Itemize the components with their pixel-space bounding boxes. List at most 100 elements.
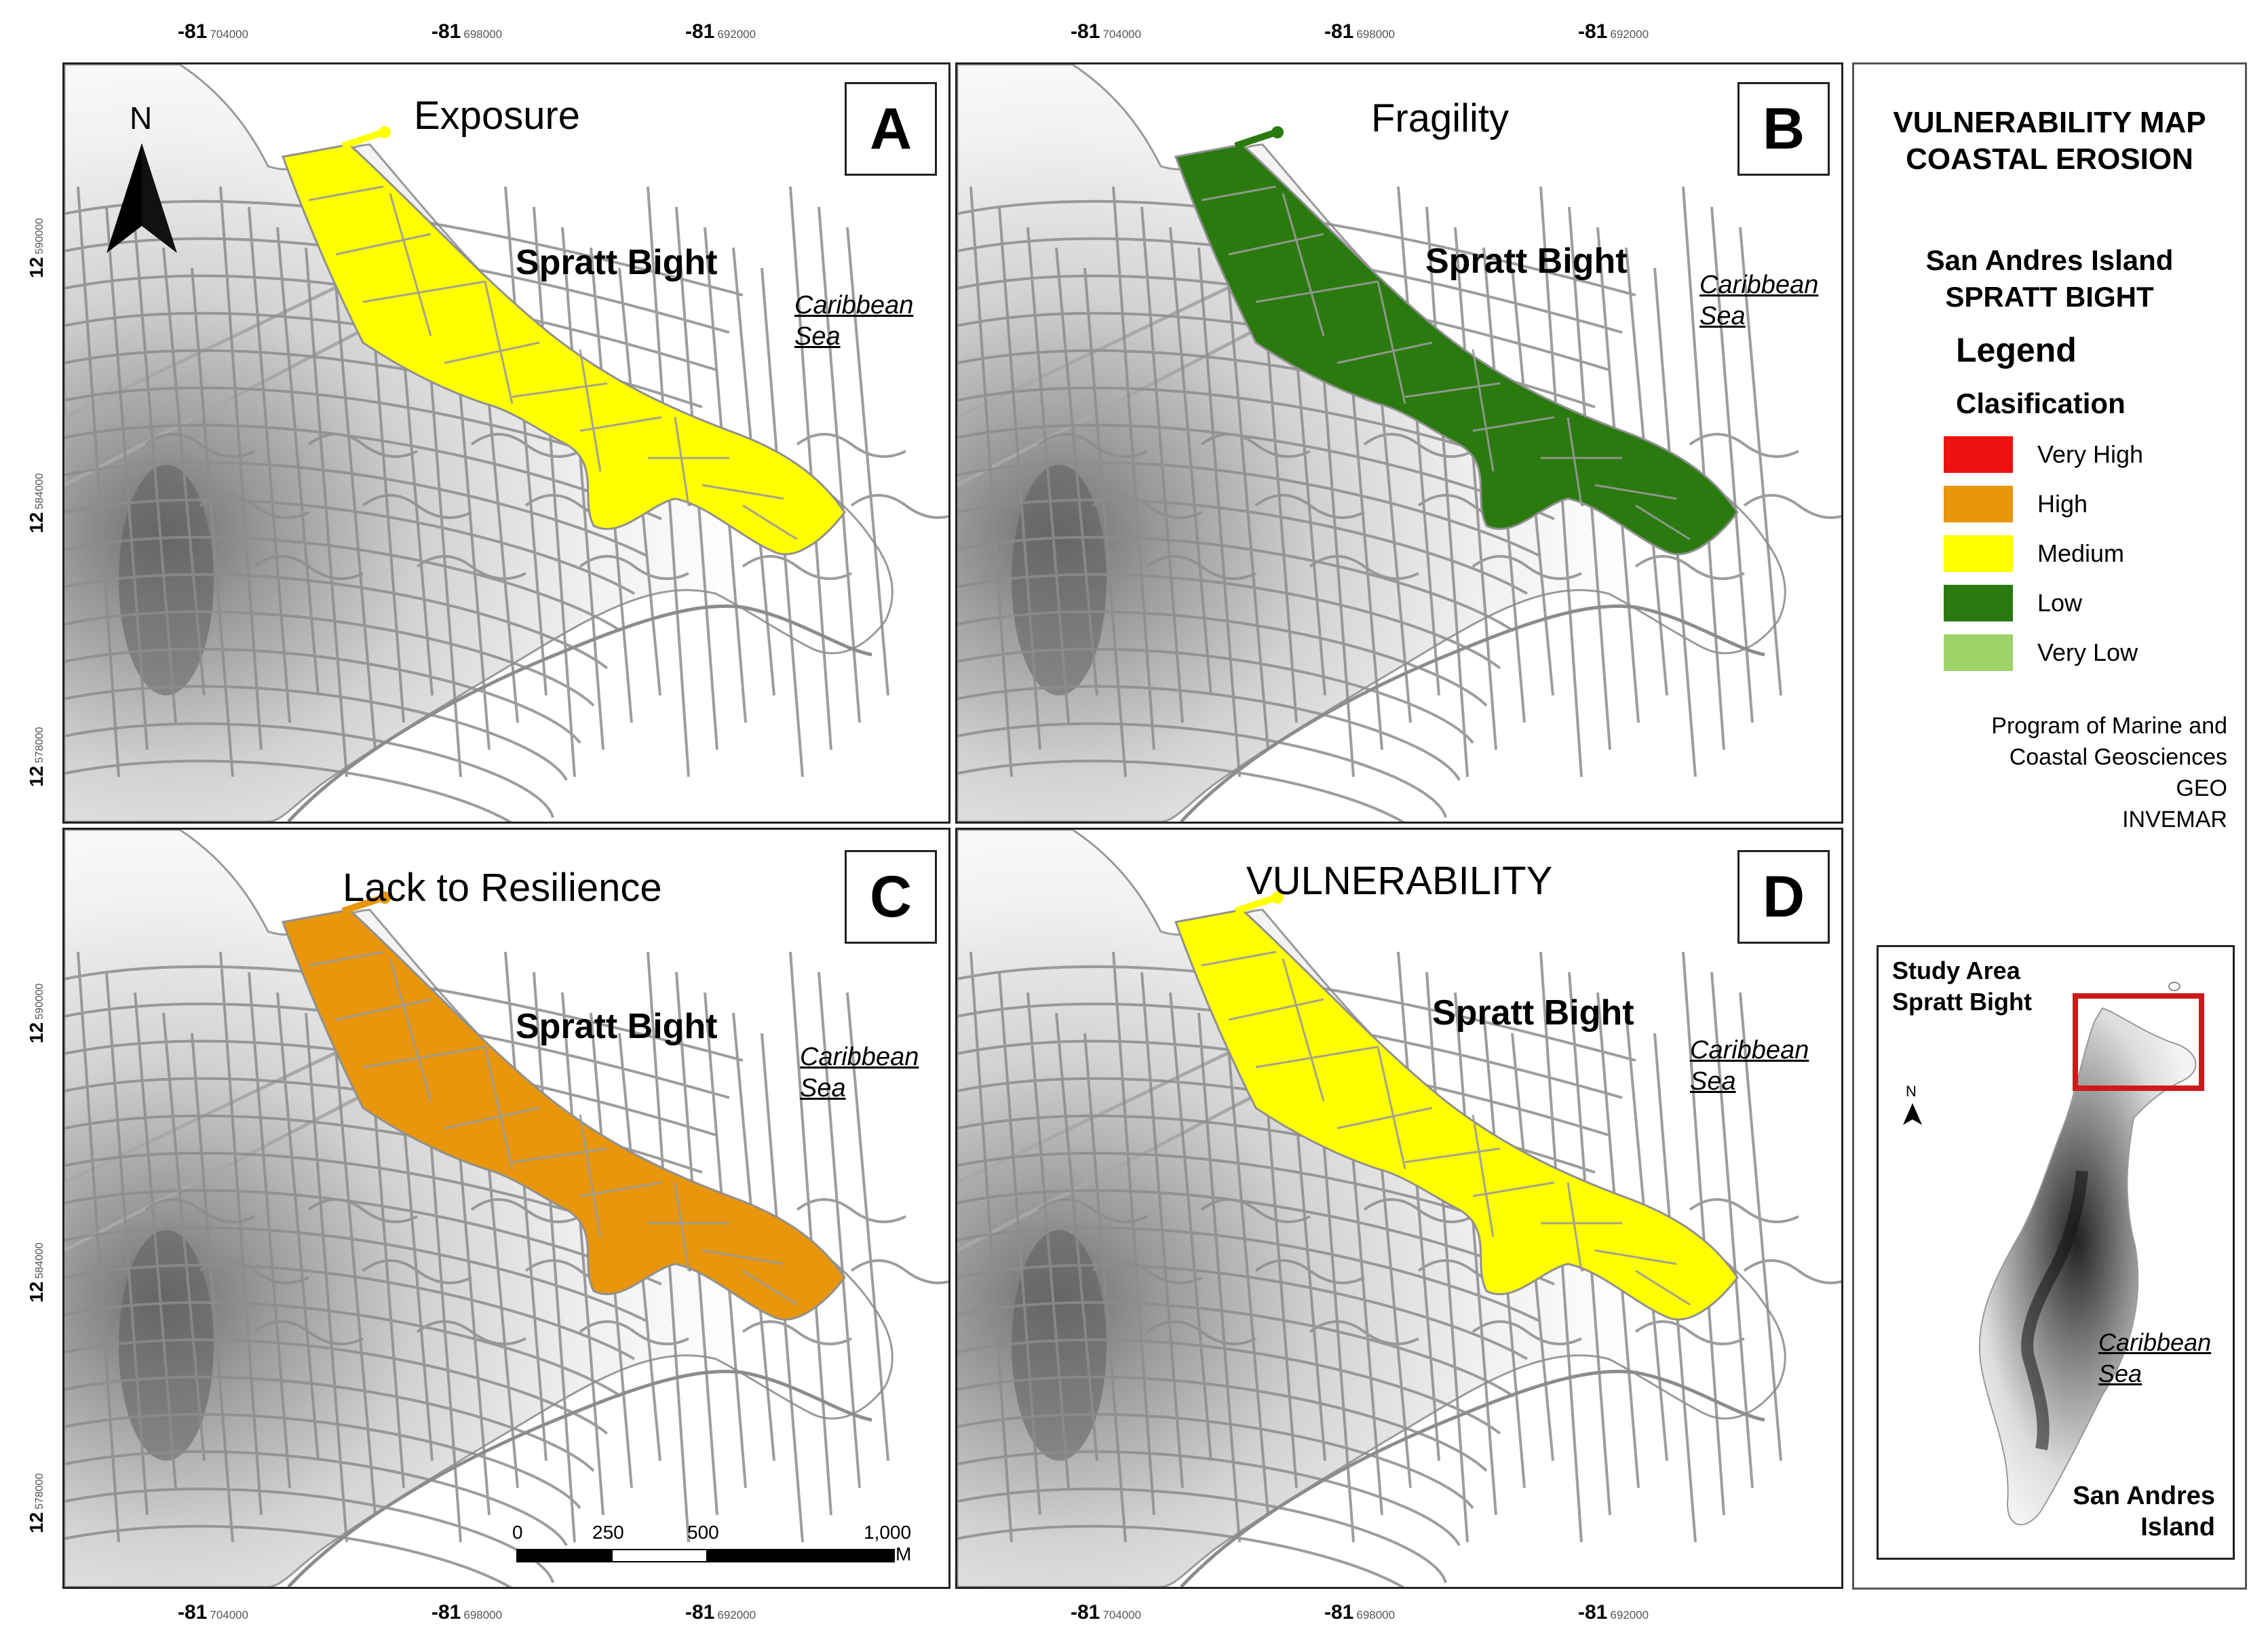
coord-top-a1: -81 704000 xyxy=(178,20,249,43)
panel-title: Lack to Resilience xyxy=(343,866,662,910)
map-panel-fragility: Fragility B Spratt Bight Caribbean Sea xyxy=(955,62,1843,824)
coord-left-2: 12584000 xyxy=(26,473,47,533)
coast-road xyxy=(287,1369,872,1587)
legend-swatch xyxy=(1944,634,2013,671)
scale-label-1000: 1,000 xyxy=(864,1522,912,1543)
panel-title: VULNERABILITY xyxy=(1246,859,1553,903)
map-panel-vulnerability: VULNERABILITY D Spratt Bight Caribbean Se… xyxy=(955,828,1843,1589)
legend-label: Very Low xyxy=(2037,638,2138,666)
land-mass xyxy=(64,64,893,822)
basemap xyxy=(64,830,948,1587)
legend-sub-2: SPRATT BIGHT xyxy=(1945,281,2154,313)
coord-left-6: 12578000 xyxy=(26,1473,47,1533)
coord-top-b2: -81 698000 xyxy=(1324,20,1396,43)
sea-label: Caribbean Sea xyxy=(800,1043,919,1102)
basemap xyxy=(64,64,948,822)
inset-north-icon xyxy=(1903,1103,1922,1125)
study-area-box xyxy=(2073,993,2204,1091)
pier-head xyxy=(379,891,391,904)
coord-top-a2: -81 698000 xyxy=(431,20,503,43)
legend-label: High xyxy=(2037,490,2088,518)
legend-swatch xyxy=(1944,585,2013,621)
scale-seg-2 xyxy=(611,1549,709,1562)
inset-island-label: San Andres Island xyxy=(2073,1482,2215,1541)
coastal-zone-blocks xyxy=(308,950,798,1306)
pier xyxy=(341,129,385,149)
scale-unit: M xyxy=(896,1543,912,1564)
north-arrow-icon xyxy=(107,143,177,253)
north-label: N xyxy=(130,100,153,136)
sea-label: Caribbean Sea xyxy=(1690,1036,1809,1096)
inset-sea-label: Caribbean Sea xyxy=(2098,1328,2212,1387)
panel-letter: C xyxy=(845,850,937,944)
place-label: Spratt Bight xyxy=(1425,242,1628,281)
inset-north-label: N xyxy=(1906,1083,1917,1100)
legend-title-2: COASTAL EROSION xyxy=(1906,142,2193,176)
coastal-zone-highlight xyxy=(281,143,846,556)
place-label: Spratt Bight xyxy=(516,1007,718,1046)
coord-bottom-d1: -81 704000 xyxy=(1071,1601,1142,1624)
legend-panel: VULNERABILITY MAP COASTAL EROSION San An… xyxy=(1852,62,2247,1590)
basemap xyxy=(957,830,1841,1587)
land-mass xyxy=(957,830,1786,1587)
panel-title: Fragility xyxy=(1371,96,1510,140)
coord-top-a3: -81 692000 xyxy=(685,20,756,43)
hill-shade xyxy=(119,465,214,695)
pier xyxy=(1234,129,1277,149)
hill-shade xyxy=(119,1230,214,1461)
scale-label-250: 250 xyxy=(592,1522,624,1543)
inset-map: Study Area Spratt Bight N Caribbean Sea … xyxy=(1877,945,2235,1560)
pier-head xyxy=(1271,126,1284,138)
pier xyxy=(1234,894,1277,915)
sea-label: Caribbean Sea xyxy=(1699,271,1819,330)
panel-letter: D xyxy=(1737,850,1830,944)
coord-bottom-d2: -81 698000 xyxy=(1324,1601,1396,1624)
north-arrow: N xyxy=(104,100,180,256)
pier-head xyxy=(1271,891,1284,904)
legend-sub-1: San Andres Island xyxy=(1925,244,2174,276)
legend-swatch xyxy=(1944,486,2013,522)
coord-left-3: 12578000 xyxy=(26,727,47,787)
legend-label: Medium xyxy=(2037,539,2125,567)
panel-letter: B xyxy=(1737,82,1830,176)
legend-swatch xyxy=(1944,535,2013,572)
map-panel-lack-to-resilience: Lack to Resilience C Spratt Bight Caribb… xyxy=(62,828,950,1589)
coastal-zone-blocks xyxy=(1201,950,1691,1306)
coord-top-b3: -81 692000 xyxy=(1578,20,1649,43)
coast-road xyxy=(1180,604,1765,822)
land-mass xyxy=(64,830,893,1587)
hill-shade xyxy=(1012,1230,1107,1461)
place-label: Spratt Bight xyxy=(516,243,718,282)
pier xyxy=(341,894,385,915)
scale-seg-1 xyxy=(516,1549,614,1562)
place-label: Spratt Bight xyxy=(1432,993,1634,1033)
legend-label: Low xyxy=(2037,589,2083,617)
coord-bottom-c1: -81 704000 xyxy=(178,1601,249,1624)
coast-road xyxy=(287,604,872,822)
coastal-zone-highlight xyxy=(1174,143,1739,556)
coord-bottom-d3: -81 692000 xyxy=(1578,1601,1649,1624)
scale-bar: 0 250 500 1,000 M xyxy=(512,1522,912,1576)
land-mass xyxy=(957,64,1786,822)
sea-label: Caribbean Sea xyxy=(794,291,914,351)
pier-head xyxy=(379,126,391,138)
scale-label-0: 0 xyxy=(512,1522,523,1543)
coastal-zone-highlight xyxy=(281,908,846,1321)
legend-swatch xyxy=(1944,436,2013,473)
panel-title: Exposure xyxy=(414,94,581,138)
coastal-zone-highlight xyxy=(1174,908,1739,1321)
legend-title-1: VULNERABILITY MAP xyxy=(1893,106,2206,139)
coast-road xyxy=(1180,1369,1765,1587)
legend-heading: Legend xyxy=(1956,331,2077,369)
coastal-zone-blocks xyxy=(1201,185,1691,541)
coord-left-5: 12584000 xyxy=(26,1242,47,1303)
coord-bottom-c3: -81 692000 xyxy=(685,1601,756,1624)
coastal-zone-blocks xyxy=(308,185,798,541)
coord-top-b1: -81 704000 xyxy=(1071,20,1142,43)
basemap xyxy=(957,64,1841,822)
hill-shade xyxy=(1012,465,1107,695)
inset-title: Study Area Spratt Bight xyxy=(1892,957,2032,1016)
inset-island-shape xyxy=(1903,982,2204,1526)
scale-label-500: 500 xyxy=(687,1522,719,1543)
legend-class-heading: Clasification xyxy=(1956,387,2126,419)
